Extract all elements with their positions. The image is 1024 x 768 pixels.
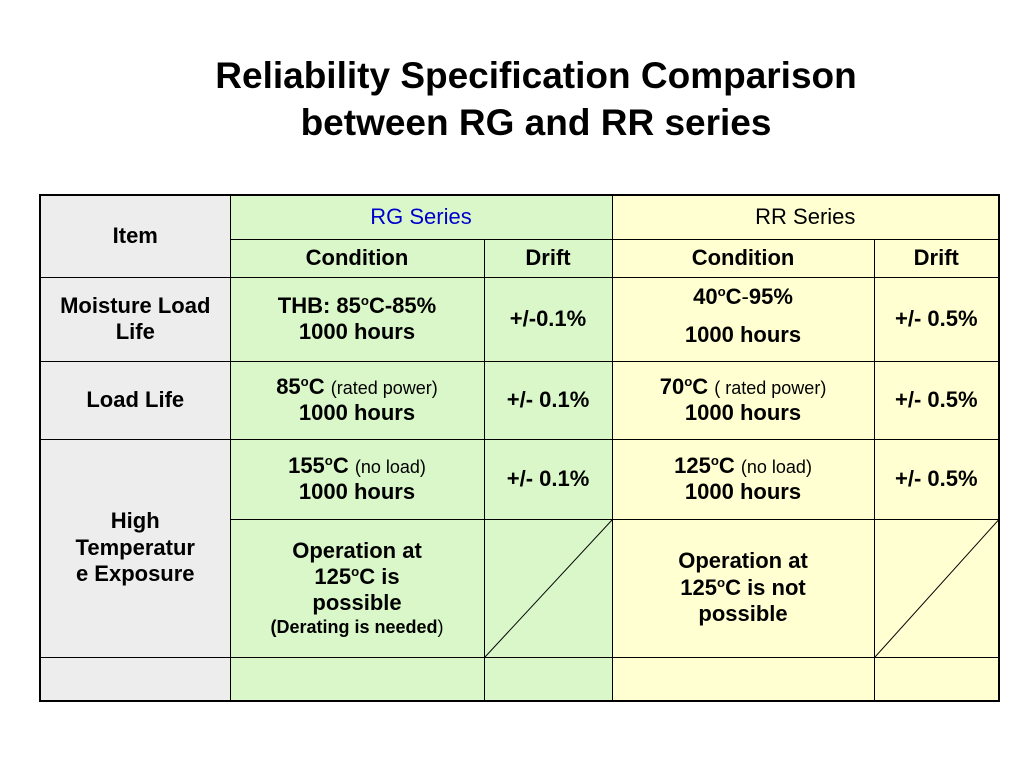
diagonal-slash-icon	[875, 520, 999, 657]
empty-item-cell	[39, 656, 231, 702]
header-rg-drift: Drift	[483, 238, 613, 278]
rr-high-temp: 125	[674, 452, 711, 478]
rr-moisture-text-b: C	[725, 283, 742, 309]
row-high-temp-1: High Temperatur e Exposure 155oC (no loa…	[39, 438, 1000, 658]
rr-moisture-hours: 1000 hours	[684, 321, 802, 347]
rg-high-temp: 155	[288, 452, 325, 478]
item-load-life: Load Life	[39, 360, 231, 440]
high-temp-line-3: e Exposure	[75, 561, 195, 587]
row-high-temp-2: Operation at 125oC is possible (Derating…	[40, 518, 1000, 658]
rr-drift-moisture: +/- 0.5%	[873, 276, 1000, 362]
rg-high-unit: C	[332, 452, 349, 478]
rr-op-line-3: possible	[698, 601, 788, 627]
rg-load-note: (rated power)	[330, 377, 438, 398]
rr-condition-high-temp: 125oC (no load) 1000 hours	[611, 438, 875, 520]
title-line-2: between RG and RR series	[300, 102, 772, 143]
rg-series-label: RG Series	[370, 204, 472, 230]
rr-op-line-1: Operation at	[678, 548, 808, 574]
slide-title: Reliability Specification Comparison bet…	[0, 52, 1024, 146]
rg-moisture-text-a: THB: 85	[277, 292, 361, 318]
rr-moisture-text-d: 95%	[748, 283, 793, 309]
rg-op-derating-close: )	[437, 616, 444, 637]
rr-load-unit: C	[692, 373, 709, 399]
row-load-life: Load Life 85oC (rated power) 1000 hours …	[39, 360, 1000, 440]
rr-series-label: RR Series	[755, 204, 856, 230]
rg-load-unit: C	[308, 373, 325, 399]
header-item: Item	[39, 194, 231, 278]
rr-high-note: (no load)	[740, 456, 812, 477]
rr-high-unit: C	[718, 452, 735, 478]
rr-op-temp: 125	[680, 574, 717, 600]
rg-drift-high-temp: +/- 0.1%	[483, 438, 613, 520]
rg-op-derating: (Derating is needed	[270, 616, 438, 637]
rg-op-line-3: possible	[312, 590, 402, 616]
rg-op-line-1: Operation at	[292, 537, 422, 563]
degree-symbol: o	[351, 564, 360, 580]
empty-rg-drift-cell	[483, 656, 613, 702]
rr-op-text: C is not	[725, 574, 806, 600]
empty-rg-condition-cell	[229, 656, 485, 702]
rg-drift-not-applicable	[483, 518, 613, 658]
rr-drift-high-temp: +/- 0.5%	[873, 438, 1000, 520]
rg-op-text: C is	[359, 564, 400, 589]
header-rr-series: RR Series	[611, 194, 1000, 240]
rr-high-hours: 1000 hours	[684, 479, 802, 504]
rg-op-temp: 125	[314, 564, 352, 589]
rr-load-note: ( rated power)	[714, 377, 827, 398]
degree-symbol: o	[360, 292, 369, 308]
high-temp-line-2: Temperatur	[75, 534, 195, 560]
rg-drift-load-life: +/- 0.1%	[483, 360, 613, 440]
rr-load-temp: 70	[659, 373, 685, 399]
rr-condition-load-life: 70oC ( rated power) 1000 hours	[611, 360, 875, 440]
empty-rr-drift-cell	[873, 656, 1000, 702]
comparison-table: Item RG Series RR Series Condition Drift…	[39, 194, 1001, 702]
degree-symbol: o	[710, 452, 719, 468]
rr-operation-note: Operation at 125oC is not possible	[611, 518, 875, 658]
title-line-1: Reliability Specification Comparison	[215, 55, 857, 96]
rg-high-hours: 1000 hours	[298, 479, 416, 504]
empty-rr-condition-cell	[611, 656, 875, 702]
rg-load-hours: 1000 hours	[298, 400, 416, 425]
degree-symbol: o	[300, 373, 309, 389]
rg-moisture-hours: 1000 hours	[298, 319, 416, 344]
item-moisture-load-life: Moisture Load Life	[39, 276, 231, 362]
high-temp-line-1: High	[110, 508, 160, 534]
rg-high-note: (no load)	[354, 456, 426, 477]
rg-moisture-text-b: C-85%	[368, 292, 437, 318]
rg-operation-note: Operation at 125oC is possible (Derating…	[229, 518, 485, 658]
rr-load-hours: 1000 hours	[684, 400, 802, 425]
degree-symbol: o	[717, 283, 726, 299]
item-high-temp-exposure: High Temperatur e Exposure	[39, 438, 231, 658]
row-moisture-load-life: Moisture Load Life THB: 85oC-85% 1000 ho…	[39, 276, 1000, 362]
row-empty	[39, 656, 1000, 702]
rg-load-temp: 85	[276, 373, 301, 399]
header-rg-series: RG Series	[229, 194, 613, 240]
rr-moisture-dash: -	[741, 283, 749, 309]
header-rg-condition: Condition	[229, 238, 485, 278]
degree-symbol: o	[324, 452, 333, 468]
rr-drift-not-applicable	[873, 518, 1000, 658]
header-row-series: Item RG Series RR Series	[39, 194, 1000, 278]
header-rr-drift: Drift	[873, 238, 1000, 278]
diagonal-slash-icon	[485, 520, 612, 657]
degree-symbol: o	[717, 574, 726, 590]
rr-drift-load-life: +/- 0.5%	[873, 360, 1000, 440]
header-rr-condition: Condition	[611, 238, 875, 278]
rr-condition-moisture: 40oC-95% 1000 hours	[611, 276, 875, 362]
degree-symbol: o	[684, 373, 693, 389]
rg-drift-moisture: +/-0.1%	[483, 276, 613, 362]
rg-condition-moisture: THB: 85oC-85% 1000 hours	[229, 276, 485, 362]
rg-condition-high-temp: 155oC (no load) 1000 hours	[229, 438, 485, 520]
rr-moisture-text-a: 40	[693, 283, 718, 309]
rg-condition-load-life: 85oC (rated power) 1000 hours	[229, 360, 485, 440]
header-row-columns: Condition Drift Condition Drift	[40, 238, 1000, 278]
